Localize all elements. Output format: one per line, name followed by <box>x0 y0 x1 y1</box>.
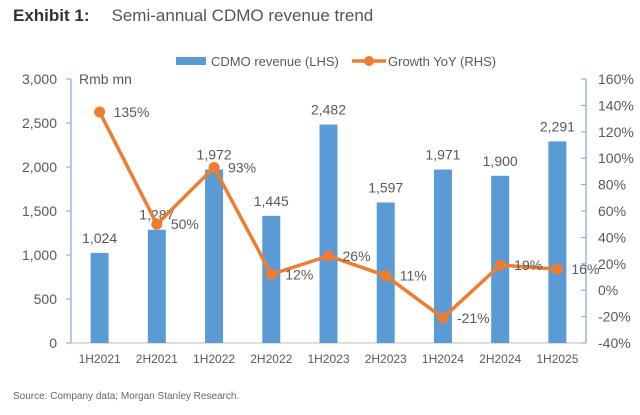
growth-data-label: -21% <box>457 310 490 326</box>
x-axis-tick-label: 1H2022 <box>193 352 235 366</box>
growth-data-label: 26% <box>343 248 371 264</box>
legend-swatch-revenue <box>176 57 206 65</box>
exhibit-title: Exhibit 1: Semi-annual CDMO revenue trend <box>13 6 373 26</box>
growth-point-1H2024 <box>437 312 449 324</box>
right-axis-tick-label: -20% <box>598 309 631 325</box>
right-axis-tick-label: 80% <box>598 177 626 193</box>
bar-data-label: 1,972 <box>197 146 232 162</box>
bar-data-label: 1,900 <box>483 153 518 169</box>
growth-point-2H2021 <box>151 218 163 230</box>
right-axis-tick-label: 60% <box>598 203 626 219</box>
growth-point-2H2023 <box>380 270 392 282</box>
bar-2H2021 <box>147 229 166 343</box>
bar-1H2021 <box>90 252 109 343</box>
growth-data-label: 12% <box>285 266 313 282</box>
growth-data-label: 50% <box>171 216 199 232</box>
left-axis-tick-label: 2,000 <box>22 159 57 175</box>
left-axis-tick-label: 3,000 <box>22 71 57 87</box>
bar-data-label: 1,971 <box>425 147 460 163</box>
growth-point-2H2022 <box>265 268 277 280</box>
right-axis-tick-label: 140% <box>598 97 634 113</box>
bar-1H2025 <box>548 141 567 343</box>
source-note: Source: Company data; Morgan Stanley Res… <box>13 391 240 402</box>
x-axis-tick-label: 1H2025 <box>536 352 578 366</box>
bar-data-label: 1,445 <box>254 193 289 209</box>
left-axis-tick-label: 1,000 <box>22 247 57 263</box>
x-axis-tick-label: 2H2023 <box>365 352 407 366</box>
chart-title: Semi-annual CDMO revenue trend <box>111 6 374 25</box>
growth-point-1H2022 <box>208 161 220 173</box>
growth-data-label: 93% <box>228 159 256 175</box>
right-axis-tick-label: 160% <box>598 71 634 87</box>
growth-point-2H2024 <box>494 259 506 271</box>
x-axis-tick-label: 1H2023 <box>307 352 349 366</box>
legend-label-growth: Growth YoY (RHS) <box>388 54 496 69</box>
right-axis-tick-label: 0% <box>598 282 618 298</box>
bar-data-label: 2,482 <box>311 102 346 118</box>
bar-2H2024 <box>491 175 510 343</box>
right-axis-tick-label: 120% <box>598 124 634 140</box>
growth-point-1H2023 <box>323 250 334 262</box>
bar-1H2022 <box>205 169 224 343</box>
bar-1H2024 <box>433 169 452 343</box>
exhibit-number: Exhibit 1: <box>13 6 90 25</box>
left-axis-tick-label: 500 <box>34 291 58 307</box>
left-axis-tick-label: 0 <box>49 335 57 351</box>
left-axis-tick-label: 1,500 <box>22 203 57 219</box>
right-axis-tick-label: -40% <box>598 335 631 351</box>
bar-data-label: 2,291 <box>540 118 575 134</box>
right-axis-tick-label: 40% <box>598 229 626 245</box>
growth-data-label: 135% <box>114 104 150 120</box>
bar-1H2023 <box>319 124 338 343</box>
x-axis-tick-label: 2H2024 <box>479 352 521 366</box>
right-axis-tick-label: 20% <box>598 256 626 272</box>
x-axis-tick-label: 2H2021 <box>136 352 178 366</box>
growth-data-label: 16% <box>571 261 599 277</box>
legend-label-revenue: CDMO revenue (LHS) <box>211 54 339 69</box>
growth-data-label: 11% <box>400 268 427 284</box>
bar-data-label: 1,597 <box>368 179 403 195</box>
right-axis-tick-label: 100% <box>598 150 634 166</box>
growth-point-1H2021 <box>94 106 106 118</box>
x-axis-tick-label: 1H2024 <box>422 352 464 366</box>
bar-data-label: 1,024 <box>82 230 117 246</box>
growth-point-1H2025 <box>551 263 563 275</box>
growth-data-label: 19% <box>514 257 542 273</box>
x-axis-tick-label: 1H2021 <box>79 352 121 366</box>
legend-swatch-growth-marker <box>364 56 374 66</box>
left-axis-unit-label: Rmb mn <box>79 71 132 87</box>
x-axis-tick-label: 2H2022 <box>250 352 292 366</box>
left-axis-tick-label: 2,500 <box>22 115 57 131</box>
